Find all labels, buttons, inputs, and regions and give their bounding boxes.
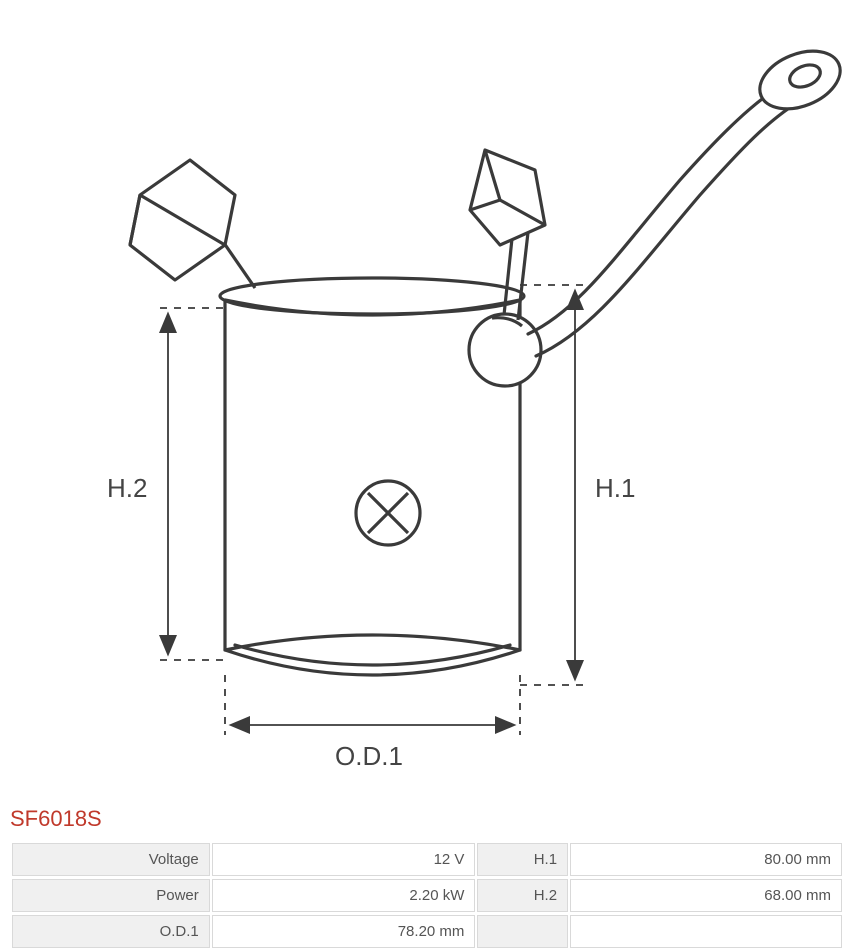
spec-label: Power <box>12 879 210 912</box>
technical-diagram: H.1 H.2 O.D.1 <box>0 0 854 800</box>
dim-label-od1: O.D.1 <box>335 741 403 771</box>
spec-label: Voltage <box>12 843 210 876</box>
spec-table: Voltage 12 V H.1 80.00 mm Power 2.20 kW … <box>10 840 844 951</box>
diagram-svg: H.1 H.2 O.D.1 <box>0 0 854 800</box>
spec-label: H.2 <box>477 879 568 912</box>
spec-label <box>477 915 568 948</box>
product-code: SF6018S <box>0 800 854 840</box>
table-row: O.D.1 78.20 mm <box>12 915 842 948</box>
spec-value <box>570 915 842 948</box>
spec-label: O.D.1 <box>12 915 210 948</box>
spec-value: 80.00 mm <box>570 843 842 876</box>
spec-value: 12 V <box>212 843 476 876</box>
table-row: Power 2.20 kW H.2 68.00 mm <box>12 879 842 912</box>
table-row: Voltage 12 V H.1 80.00 mm <box>12 843 842 876</box>
spec-value: 78.20 mm <box>212 915 476 948</box>
spec-value: 2.20 kW <box>212 879 476 912</box>
spec-value: 68.00 mm <box>570 879 842 912</box>
spec-label: H.1 <box>477 843 568 876</box>
dim-label-h2: H.2 <box>107 473 147 503</box>
dim-label-h1: H.1 <box>595 473 635 503</box>
